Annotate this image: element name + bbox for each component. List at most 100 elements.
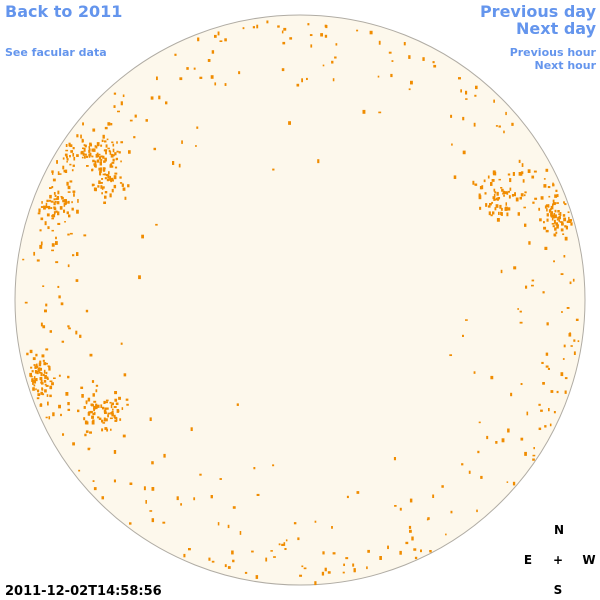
facula	[534, 197, 538, 200]
facula	[484, 192, 487, 195]
facula	[79, 334, 82, 338]
facula	[548, 195, 551, 198]
facula	[217, 522, 220, 526]
solar-disk	[14, 14, 586, 586]
facula	[120, 342, 123, 345]
facula	[325, 25, 328, 29]
facula	[111, 141, 114, 144]
facula	[54, 194, 57, 197]
facula	[40, 391, 44, 395]
facula	[332, 552, 336, 555]
facula	[543, 178, 546, 180]
facula	[45, 348, 49, 351]
facula	[64, 199, 68, 203]
facula	[210, 75, 214, 79]
facula	[78, 469, 81, 472]
back-link[interactable]: Back to 2011	[5, 2, 122, 21]
facula	[324, 567, 327, 572]
facula	[564, 377, 568, 380]
facula	[96, 142, 100, 146]
facula	[163, 453, 166, 458]
facula	[353, 568, 356, 573]
facula	[492, 196, 496, 200]
facula	[285, 539, 288, 542]
facula	[110, 123, 113, 126]
facula	[104, 157, 107, 162]
facula	[104, 407, 107, 411]
facula	[511, 194, 514, 197]
facula	[46, 377, 49, 380]
facula	[561, 221, 564, 226]
facula	[84, 144, 87, 147]
facula	[51, 171, 54, 175]
facula	[75, 279, 79, 282]
facula	[114, 152, 117, 156]
facula	[272, 168, 275, 171]
facula	[558, 219, 561, 222]
facula	[39, 360, 42, 365]
facula	[554, 209, 557, 213]
next-hour-link[interactable]: Next hour	[535, 59, 597, 72]
facula	[545, 229, 549, 233]
facula	[507, 190, 511, 193]
facula	[546, 322, 549, 326]
facula	[188, 548, 191, 551]
compass-west: W	[582, 553, 595, 567]
facula	[92, 480, 95, 483]
facula	[477, 450, 480, 454]
facula	[55, 261, 59, 264]
facula	[548, 209, 552, 213]
facula	[427, 517, 430, 520]
facula	[100, 144, 103, 147]
facular-link[interactable]: See facular data	[5, 46, 107, 59]
facula	[50, 200, 54, 203]
facula	[281, 68, 285, 72]
facula	[85, 309, 89, 313]
facula	[193, 67, 196, 70]
facula	[125, 398, 129, 401]
facula	[553, 260, 555, 263]
facula	[38, 208, 41, 213]
facula	[44, 389, 47, 393]
facula	[493, 188, 496, 192]
facula	[244, 571, 248, 574]
facula	[552, 214, 556, 219]
facula	[110, 180, 113, 183]
facula	[101, 428, 104, 432]
facula	[554, 227, 557, 231]
facula	[45, 384, 49, 387]
facula	[409, 529, 412, 533]
facula	[100, 182, 103, 184]
facula	[236, 403, 239, 406]
facula	[563, 217, 567, 222]
facula	[40, 379, 43, 384]
facula	[53, 207, 57, 211]
facula	[82, 152, 85, 156]
next-day-link[interactable]: Next day	[516, 19, 597, 38]
previous-day-link[interactable]: Previous day	[480, 2, 597, 21]
facula	[116, 150, 119, 153]
facula	[60, 302, 64, 306]
facula	[461, 463, 464, 466]
facula	[506, 481, 509, 483]
facula	[99, 169, 102, 173]
facula	[114, 391, 118, 395]
facula	[281, 30, 284, 34]
facula	[90, 410, 93, 414]
facula	[299, 574, 303, 577]
facula	[544, 246, 548, 250]
facula	[102, 422, 106, 424]
facula	[183, 553, 186, 558]
facula	[560, 273, 564, 276]
facula	[387, 545, 389, 550]
facula	[92, 148, 96, 152]
facula	[48, 367, 51, 371]
facula	[150, 96, 154, 100]
facula	[558, 213, 561, 215]
facula	[555, 222, 559, 226]
facula	[490, 214, 493, 217]
facula	[555, 189, 558, 193]
facula	[87, 397, 91, 402]
previous-hour-link[interactable]: Previous hour	[510, 46, 597, 59]
facula	[231, 550, 234, 555]
